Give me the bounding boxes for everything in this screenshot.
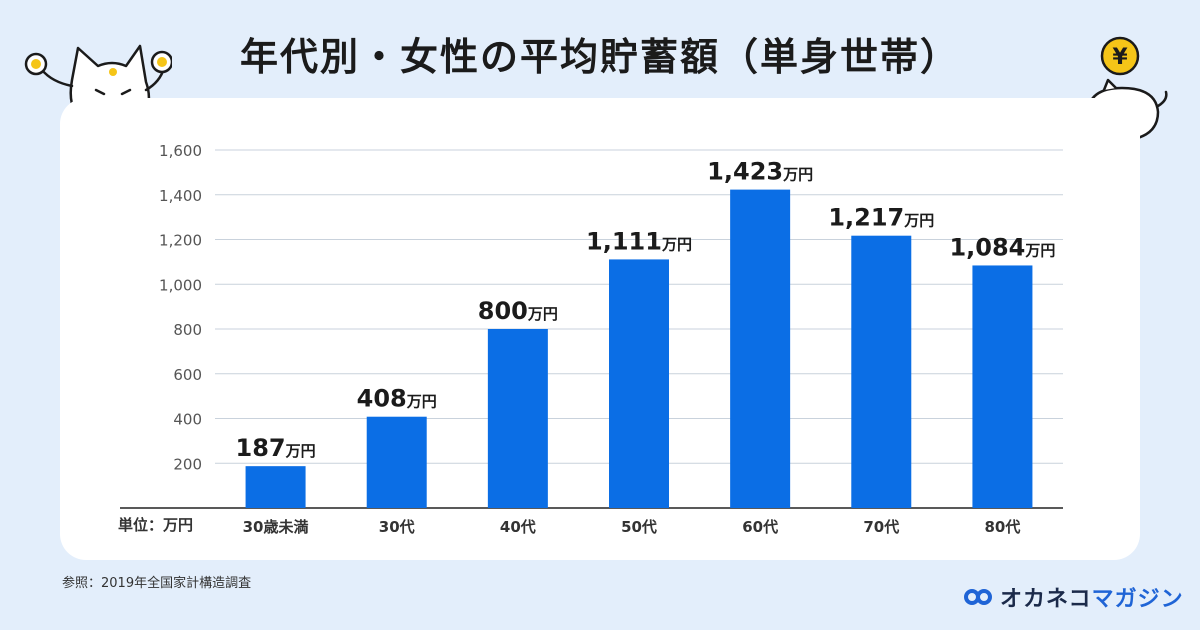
data-label: 408万円 [357,385,437,413]
data-label: 1,423万円 [707,158,813,186]
chart-card: 200 400 600 800 1,000 1,200 1,400 1,600 単位：万円 30歳… [60,98,1140,560]
y-tick-label: 600 [173,366,202,384]
y-tick-label: 200 [173,455,202,473]
x-tick-label: 40代 [500,518,536,536]
source-note: 参照：2019年全国家計構造調査 [62,576,252,591]
x-tick-label: 70代 [863,518,899,536]
y-tick-label: 1,600 [159,142,202,160]
y-tick-label: 1,400 [159,187,202,205]
bar [972,265,1033,508]
data-label: 1,217万円 [828,204,934,232]
x-tick-label: 50代 [621,518,657,536]
bar [487,329,548,508]
unit-label: 単位：万円 [118,516,193,534]
logo-text: オカネコマガジン [1000,581,1184,613]
bar [851,235,912,509]
x-tick-label: 60代 [742,518,778,536]
data-label: 187万円 [236,434,316,462]
x-tick-label: 30歳未満 [243,518,309,536]
infinity-logo-icon [964,589,992,605]
chart-title: 年代別・女性の平均貯蓄額（単身世帯） [239,35,960,79]
yen-coin-icon [1100,36,1140,76]
data-label: 800万円 [478,297,558,325]
brand-logo[interactable]: オカネコマガジン [964,582,1184,612]
data-label: 1,084万円 [949,233,1055,261]
x-tick-label: 80代 [984,518,1020,536]
bar [366,416,427,508]
y-tick-label: 800 [173,321,202,339]
logo-text-part1: オカネコ [1000,587,1092,612]
x-tick-label: 30代 [379,518,415,536]
y-tick-label: 1,200 [159,232,202,250]
data-label: 1,111万円 [586,227,692,255]
bar [609,259,669,508]
y-tick-label: 1,000 [159,276,202,294]
bar [245,466,306,508]
bar-chart: 200 400 600 800 1,000 1,200 1,400 1,600 単位：万円 30歳… [118,142,1063,536]
svg-text:¥: ¥ [1112,45,1128,70]
bar [730,189,791,508]
y-tick-label: 400 [173,411,202,429]
logo-text-part2: マガジン [1091,587,1184,612]
